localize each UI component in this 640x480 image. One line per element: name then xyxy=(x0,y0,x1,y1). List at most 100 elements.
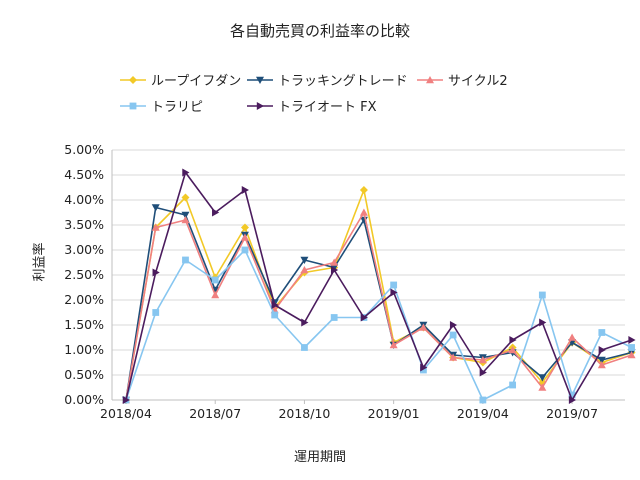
data-point xyxy=(240,233,249,241)
legend-line-icon xyxy=(247,76,273,84)
series-lines xyxy=(122,168,636,404)
x-tick-label: 2019/01 xyxy=(368,406,420,421)
data-point xyxy=(568,391,576,399)
data-point xyxy=(359,208,368,216)
data-point xyxy=(181,216,190,224)
data-point xyxy=(449,353,458,361)
data-point xyxy=(628,344,635,351)
data-point xyxy=(211,276,219,284)
legend-swatch xyxy=(415,73,445,87)
x-tick-label: 2018/04 xyxy=(100,406,152,421)
y-tick-label: 2.50% xyxy=(64,267,104,282)
legend-marker xyxy=(426,75,434,83)
legend-marker xyxy=(129,75,137,84)
legend-swatch xyxy=(245,99,275,113)
data-point xyxy=(360,313,368,322)
data-point xyxy=(478,356,487,364)
legend-swatch xyxy=(245,73,275,87)
x-tick-label: 2019/04 xyxy=(457,406,509,421)
x-tick-labels: 2018/04 2018/07 2018/10 2019/01 2019/04 2019/… xyxy=(100,406,598,421)
y-tick-label: 0.50% xyxy=(64,367,104,382)
data-point xyxy=(151,204,160,212)
legend-label: ループイフダン xyxy=(151,74,242,89)
data-point xyxy=(598,329,606,336)
data-point xyxy=(330,258,339,266)
data-point xyxy=(597,356,606,364)
data-point xyxy=(538,291,546,299)
data-point xyxy=(628,336,636,344)
data-point xyxy=(479,368,487,377)
data-point xyxy=(389,341,398,349)
legend-line-icon xyxy=(247,101,273,110)
y-tick-label: 5.00% xyxy=(64,142,104,157)
data-point xyxy=(449,321,458,329)
legend-label: サイクル2 xyxy=(448,74,508,89)
data-point xyxy=(151,223,160,231)
data-point xyxy=(182,168,190,177)
x-tick-label: 2018/10 xyxy=(278,406,330,421)
legend-label: トラッキングトレード xyxy=(278,74,408,89)
series-4 xyxy=(122,168,636,404)
series-0 xyxy=(122,186,636,404)
data-point xyxy=(390,281,398,289)
legend-swatch xyxy=(118,73,148,87)
y-tick-label: 1.00% xyxy=(64,342,104,357)
data-point xyxy=(419,323,428,331)
legend-item-triauto-fx: トライオート FX xyxy=(245,96,377,115)
legend-marker xyxy=(256,101,264,110)
data-point xyxy=(598,346,606,354)
series-line xyxy=(125,171,632,401)
y-tick-labels: 0.00% 0.50% 1.00% 1.50% 2.00% 2.50% 3.00% 3.50%… xyxy=(64,142,104,407)
legend-item-cycle2: サイクル2 xyxy=(415,70,508,89)
data-point xyxy=(300,266,309,274)
data-point xyxy=(479,396,487,404)
data-point xyxy=(330,266,339,274)
data-point xyxy=(182,256,189,264)
data-point xyxy=(212,208,220,217)
data-point xyxy=(539,318,547,327)
legend-item-loop-ifdone: ループイフダン xyxy=(118,70,241,89)
series-line xyxy=(125,206,632,401)
legend-line-icon xyxy=(120,75,146,84)
data-point xyxy=(241,186,249,194)
data-point xyxy=(568,333,577,341)
data-point xyxy=(420,363,428,372)
data-point xyxy=(181,211,190,219)
y-tick-label: 4.00% xyxy=(64,192,104,207)
legend-label: トラリピ xyxy=(151,100,204,115)
series-line xyxy=(125,249,632,401)
data-point xyxy=(152,268,160,277)
data-point xyxy=(597,361,606,369)
y-tick-label: 4.50% xyxy=(64,167,104,182)
y-tick-label: 2.00% xyxy=(64,292,104,307)
data-point xyxy=(538,383,547,391)
data-point xyxy=(627,351,636,359)
y-tick-label: 3.00% xyxy=(64,242,104,257)
data-point xyxy=(122,396,130,404)
data-point xyxy=(211,291,220,299)
legend-swatch xyxy=(118,99,148,113)
legend-line-icon xyxy=(417,75,443,83)
data-point xyxy=(390,288,398,297)
data-point xyxy=(419,366,427,374)
legend-item-trarip: トラリピ xyxy=(118,96,203,115)
data-point xyxy=(509,381,517,389)
data-point xyxy=(241,246,249,254)
legend-label: トライオート FX xyxy=(278,100,377,115)
axes xyxy=(111,150,625,404)
y-tick-label: 0.00% xyxy=(64,392,104,407)
data-point xyxy=(300,256,309,264)
legend-item-tracking-trade: トラッキングトレード xyxy=(245,70,408,89)
legend-marker xyxy=(256,76,264,84)
data-point xyxy=(568,396,577,404)
x-tick-label: 2019/07 xyxy=(546,406,598,421)
x-tick-label: 2018/07 xyxy=(189,406,241,421)
legend-marker xyxy=(129,102,137,109)
data-point xyxy=(449,331,457,339)
data-point xyxy=(330,314,338,321)
x-axis-label: 運用期間 xyxy=(293,450,346,465)
data-point xyxy=(509,336,517,344)
data-point xyxy=(240,223,249,232)
data-point xyxy=(359,186,368,194)
